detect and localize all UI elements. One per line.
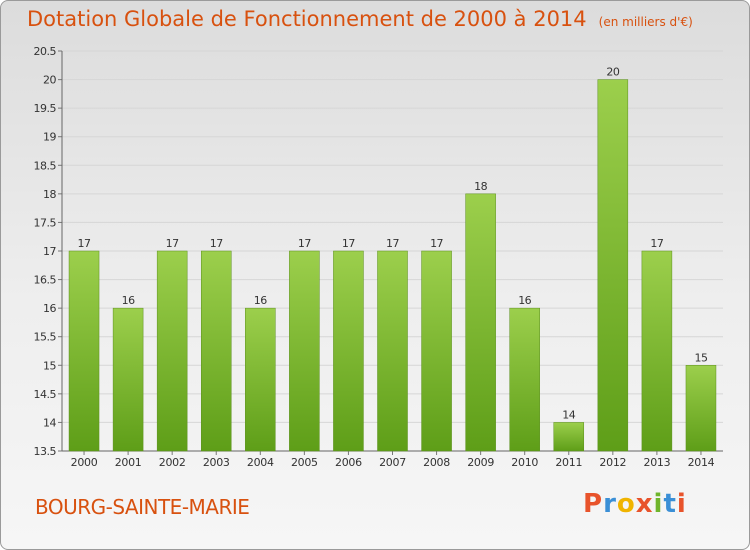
x-tick-label: 2010 xyxy=(511,456,538,469)
logo-letter: i xyxy=(653,489,664,519)
y-tick-label: 20.5 xyxy=(34,45,57,58)
commune-name: BOURG-SAINTE-MARIE xyxy=(35,495,250,519)
x-tick-label: 2011 xyxy=(555,456,582,469)
bar-2008 xyxy=(421,250,452,452)
x-tick-label: 2000 xyxy=(71,456,98,469)
x-tick-label: 2004 xyxy=(247,456,274,469)
y-tick-label: 14 xyxy=(43,416,56,429)
bar-2011 xyxy=(553,422,585,452)
data-label-2003: 17 xyxy=(210,237,223,250)
chart-title-text: Dotation Globale de Fonctionnement de 20… xyxy=(27,7,587,31)
y-tick-label: 20 xyxy=(43,74,56,87)
y-tick-label: 15.5 xyxy=(34,331,57,344)
y-tick-label: 19.5 xyxy=(34,102,57,115)
bar-2005 xyxy=(289,250,320,452)
y-tick-label: 16.5 xyxy=(34,274,57,287)
bar-2012 xyxy=(597,79,629,452)
bar-2002 xyxy=(156,250,188,452)
bar-2013 xyxy=(641,250,673,452)
data-label-2009: 18 xyxy=(474,180,487,193)
bar-2003 xyxy=(200,250,232,452)
x-tick-label: 2007 xyxy=(379,456,406,469)
y-tick-label: 17 xyxy=(43,245,56,258)
data-label-2002: 17 xyxy=(166,237,179,250)
y-tick-label: 18.5 xyxy=(34,159,57,172)
data-label-2005: 17 xyxy=(298,237,311,250)
bar-2000 xyxy=(68,250,100,452)
y-tick-label: 16 xyxy=(43,302,56,315)
data-label-2007: 17 xyxy=(386,237,399,250)
x-tick-label: 2006 xyxy=(335,456,362,469)
y-tick-label: 15 xyxy=(43,359,56,372)
data-label-2001: 16 xyxy=(122,294,135,307)
bar-2007 xyxy=(377,250,408,452)
y-tick-label: 14.5 xyxy=(34,388,57,401)
logo-letter: t xyxy=(663,489,677,519)
x-tick-label: 2005 xyxy=(291,456,318,469)
x-tick-label: 2008 xyxy=(423,456,450,469)
x-tick-label: 2009 xyxy=(467,456,494,469)
data-label-2008: 17 xyxy=(430,237,443,250)
logo-letter: i xyxy=(676,489,687,519)
data-label-2014: 15 xyxy=(694,351,707,364)
chart-unit-label: (en milliers d'€) xyxy=(598,15,693,29)
data-label-2010: 16 xyxy=(518,294,531,307)
y-tick-label: 13.5 xyxy=(34,445,57,458)
data-label-2013: 17 xyxy=(650,237,663,250)
bars xyxy=(68,79,717,452)
data-label-2000: 17 xyxy=(78,237,91,250)
x-tick-label: 2012 xyxy=(599,456,626,469)
bar-2010 xyxy=(509,307,540,452)
logo-letter: x xyxy=(635,489,654,519)
chart-title: Dotation Globale de Fonctionnement de 20… xyxy=(27,7,693,31)
logo-letter: r xyxy=(603,489,617,519)
data-label-2011: 14 xyxy=(562,408,575,421)
y-tick-label: 17.5 xyxy=(34,216,57,229)
x-tick-label: 2003 xyxy=(203,456,230,469)
data-label-2004: 16 xyxy=(254,294,267,307)
bar-2001 xyxy=(112,307,144,452)
logo-letter: o xyxy=(616,489,636,519)
y-tick-label: 18 xyxy=(43,188,56,201)
data-labels: 17 16 17 17 16 17 17 17 17 18 16 14 20 17 15 xyxy=(78,66,709,422)
bar-2004 xyxy=(245,307,276,452)
x-tick-label: 2001 xyxy=(115,456,142,469)
x-tick-label: 2002 xyxy=(159,456,186,469)
bar-2006 xyxy=(333,250,364,452)
bar-2014 xyxy=(685,365,717,452)
bar-2009 xyxy=(465,193,496,452)
data-label-2006: 17 xyxy=(342,237,355,250)
data-label-2012: 20 xyxy=(606,66,619,79)
logo-letter: P xyxy=(583,489,604,519)
y-tick-label: 19 xyxy=(43,131,56,144)
proxiti-logo[interactable]: Proxiti xyxy=(583,489,687,519)
x-tick-label: 2014 xyxy=(688,456,715,469)
x-tick-label: 2013 xyxy=(644,456,671,469)
